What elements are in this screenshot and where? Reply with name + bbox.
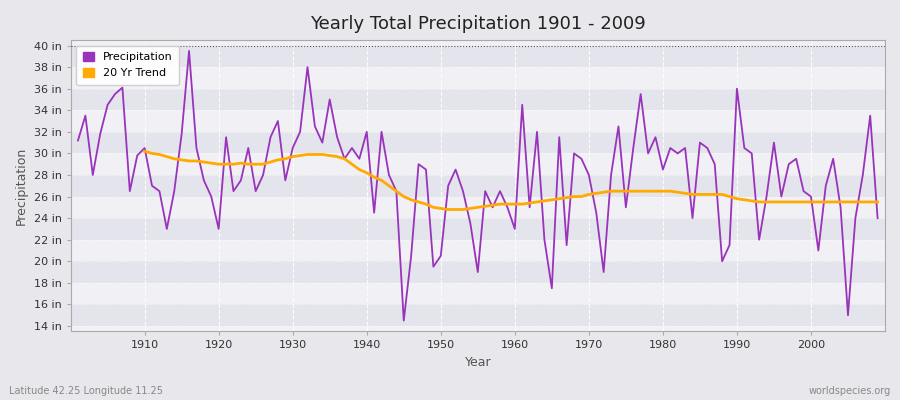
Precipitation — [524, 205, 535, 210]
20 Yr Trend — [280, 156, 291, 161]
Bar — [70, 175, 885, 196]
Precipitation — [517, 102, 527, 107]
X-axis label: Year: Year — [464, 356, 491, 369]
Bar — [70, 46, 885, 67]
Bar — [70, 304, 885, 326]
Text: worldspecies.org: worldspecies.org — [809, 386, 891, 396]
Precipitation — [399, 318, 410, 323]
20 Yr Trend — [872, 200, 883, 204]
20 Yr Trend — [583, 192, 594, 197]
20 Yr Trend — [842, 200, 853, 204]
Bar — [70, 261, 885, 283]
Precipitation — [73, 138, 84, 143]
Precipitation — [184, 48, 194, 53]
Precipitation — [872, 216, 883, 220]
Precipitation — [613, 124, 624, 129]
20 Yr Trend — [443, 207, 454, 212]
Line: Precipitation: Precipitation — [78, 51, 878, 321]
Precipitation — [302, 65, 313, 70]
Legend: Precipitation, 20 Yr Trend: Precipitation, 20 Yr Trend — [76, 46, 179, 85]
20 Yr Trend — [140, 149, 150, 154]
Y-axis label: Precipitation: Precipitation — [15, 147, 28, 225]
20 Yr Trend — [524, 201, 535, 206]
Precipitation — [131, 153, 142, 158]
Title: Yearly Total Precipitation 1901 - 2009: Yearly Total Precipitation 1901 - 2009 — [310, 15, 645, 33]
20 Yr Trend — [310, 152, 320, 157]
Text: Latitude 42.25 Longitude 11.25: Latitude 42.25 Longitude 11.25 — [9, 386, 163, 396]
Bar — [70, 89, 885, 110]
Bar — [70, 132, 885, 153]
Precipitation — [346, 146, 357, 150]
Line: 20 Yr Trend: 20 Yr Trend — [145, 151, 877, 210]
20 Yr Trend — [821, 200, 832, 204]
Bar — [70, 218, 885, 240]
